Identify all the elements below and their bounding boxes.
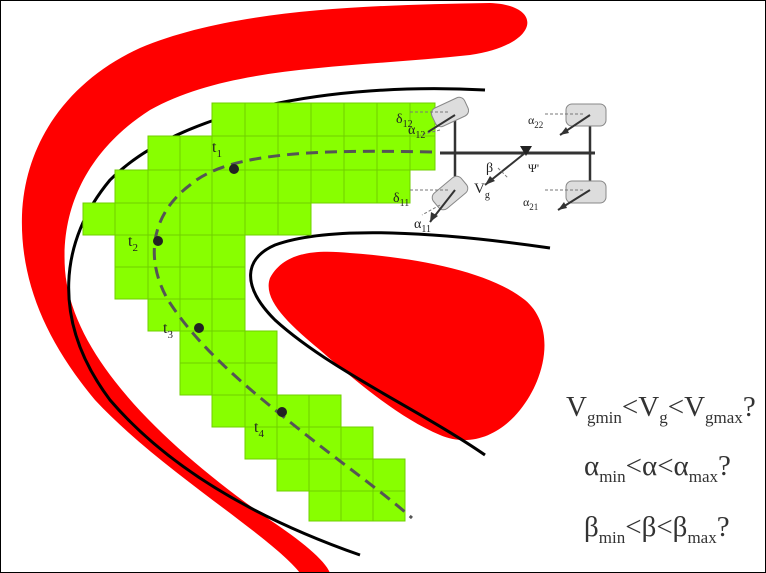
grid-cell xyxy=(244,202,279,236)
grid-cell xyxy=(211,102,246,137)
grid-cell xyxy=(179,234,213,268)
trajectory-point-t3: t3 xyxy=(163,320,204,341)
svg-text:β: β xyxy=(486,161,493,176)
grid-cell xyxy=(277,202,312,236)
grid-cell xyxy=(244,169,279,204)
grid-cell xyxy=(211,330,246,364)
grid-cell xyxy=(114,266,149,300)
grid-cell xyxy=(310,169,345,204)
grid-cell xyxy=(308,394,342,428)
grid-cell xyxy=(310,102,345,137)
grid-cell xyxy=(211,234,246,268)
grid-cell xyxy=(372,490,406,522)
grid-cell xyxy=(376,169,411,204)
grid-cell xyxy=(244,426,278,460)
grid-cell xyxy=(372,458,406,492)
vehicle-model: δ12 α12 α22 β Ψ' Vg δ11 α11 α21 xyxy=(393,96,607,235)
grid-cell xyxy=(179,266,213,300)
grid-cell xyxy=(276,458,310,492)
svg-text:α22: α22 xyxy=(528,113,543,130)
grid-cell xyxy=(179,362,213,396)
constraints: Vgmin<Vg<Vgmax? αmin<α<αmax? βmin<β<βmax… xyxy=(566,391,756,547)
grid-cell xyxy=(277,169,312,204)
grid-cell xyxy=(114,169,149,204)
grid-cell xyxy=(340,426,374,460)
grid-cell xyxy=(244,135,279,171)
grid-cell xyxy=(211,394,246,428)
grid-cell xyxy=(211,169,246,204)
svg-text:t2: t2 xyxy=(128,233,138,254)
constraint-beta: βmin<β<βmax? xyxy=(584,511,730,547)
grid-cell xyxy=(147,135,181,171)
rear-left-wheel xyxy=(565,103,607,127)
svg-text:α21: α21 xyxy=(523,195,538,212)
grid-cell xyxy=(211,298,246,332)
grid-cell xyxy=(244,362,278,396)
outer-obstacle xyxy=(21,3,528,573)
grid-cell xyxy=(343,169,378,204)
grid-cell xyxy=(276,426,310,460)
planned-trajectory xyxy=(152,149,433,520)
svg-text:α12: α12 xyxy=(408,123,425,141)
svg-text:t3: t3 xyxy=(163,320,173,341)
trajectory-point-t2: t2 xyxy=(128,233,163,254)
grid-cell xyxy=(277,102,312,137)
grid-cell xyxy=(343,102,378,137)
grid-cell xyxy=(244,330,278,364)
grid-cell xyxy=(82,202,116,236)
front-left-wheel xyxy=(430,96,470,128)
constraint-alpha: αmin<α<αmax? xyxy=(584,450,731,486)
front-right-wheel xyxy=(431,175,469,211)
constraint-velocity: Vgmin<Vg<Vgmax? xyxy=(566,391,756,427)
trajectory-point-t4: t4 xyxy=(254,407,287,440)
grid-cell xyxy=(211,202,246,236)
svg-text:δ12: δ12 xyxy=(396,112,413,130)
trajectory-point-t1: t1 xyxy=(212,139,239,174)
grid-cell xyxy=(308,458,342,492)
inner-obstacle xyxy=(268,251,545,441)
grid-cell xyxy=(244,102,279,137)
grid-cell xyxy=(147,298,181,332)
svg-text:α11: α11 xyxy=(414,217,431,235)
grid-cell xyxy=(147,202,181,236)
road-inner-edge xyxy=(249,231,551,457)
svg-text:t1: t1 xyxy=(212,139,222,160)
grid-cell xyxy=(179,202,213,236)
grid-cell xyxy=(114,202,149,236)
grid-cell xyxy=(308,426,342,460)
grid-cell xyxy=(114,234,149,268)
svg-text:Ψ': Ψ' xyxy=(528,161,539,175)
svg-text:t4: t4 xyxy=(254,419,264,440)
svg-text:Vg: Vg xyxy=(474,181,490,201)
grid-cell xyxy=(308,490,342,522)
grid-cell xyxy=(179,135,213,171)
svg-text:δ11: δ11 xyxy=(393,191,409,209)
occupancy-grid xyxy=(82,102,436,522)
grid-cell xyxy=(211,266,246,300)
road-outer-edge xyxy=(67,87,486,557)
grid-cell xyxy=(340,490,374,522)
